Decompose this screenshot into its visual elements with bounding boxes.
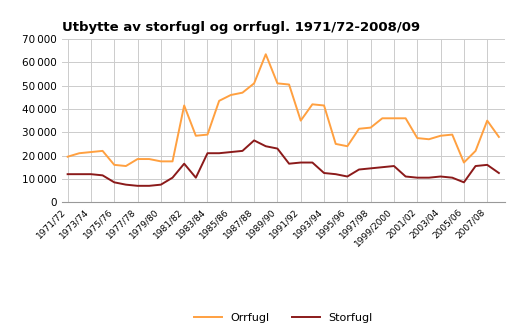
Orrfugl: [484, 119, 490, 123]
Storfugl: [414, 176, 420, 180]
Orrfugl: [496, 135, 502, 139]
Storfugl: [298, 161, 304, 165]
Orrfugl: [216, 99, 222, 103]
Orrfugl: [158, 159, 164, 163]
Storfugl: [64, 172, 71, 176]
Storfugl: [111, 180, 117, 184]
Storfugl: [123, 183, 129, 186]
Storfugl: [251, 139, 257, 142]
Orrfugl: [333, 142, 339, 146]
Orrfugl: [111, 163, 117, 167]
Storfugl: [193, 176, 199, 180]
Orrfugl: [449, 133, 455, 137]
Storfugl: [134, 184, 141, 188]
Storfugl: [263, 144, 269, 148]
Orrfugl: [461, 161, 467, 165]
Orrfugl: [263, 52, 269, 56]
Orrfugl: [379, 116, 385, 120]
Storfugl: [344, 174, 350, 178]
Orrfugl: [204, 133, 211, 137]
Orrfugl: [310, 102, 316, 106]
Orrfugl: [64, 155, 71, 159]
Orrfugl: [251, 82, 257, 85]
Legend: Orrfugl, Storfugl: Orrfugl, Storfugl: [190, 309, 377, 326]
Storfugl: [484, 163, 490, 167]
Orrfugl: [228, 93, 234, 97]
Orrfugl: [239, 91, 246, 95]
Orrfugl: [391, 116, 397, 120]
Orrfugl: [286, 82, 292, 86]
Storfugl: [99, 173, 106, 177]
Orrfugl: [403, 116, 409, 120]
Storfugl: [204, 151, 211, 155]
Orrfugl: [438, 134, 444, 138]
Storfugl: [391, 164, 397, 168]
Storfugl: [496, 171, 502, 175]
Storfugl: [368, 166, 374, 170]
Orrfugl: [99, 149, 106, 153]
Orrfugl: [123, 164, 129, 168]
Storfugl: [379, 165, 385, 169]
Storfugl: [310, 161, 316, 165]
Storfugl: [461, 180, 467, 184]
Storfugl: [169, 176, 176, 180]
Text: Utbytte av storfugl og orrfugl. 1971/72-2008/09: Utbytte av storfugl og orrfugl. 1971/72-…: [62, 21, 420, 34]
Storfugl: [426, 176, 432, 180]
Orrfugl: [274, 82, 281, 85]
Storfugl: [88, 172, 94, 176]
Orrfugl: [169, 159, 176, 163]
Storfugl: [403, 174, 409, 178]
Storfugl: [321, 171, 327, 175]
Storfugl: [286, 162, 292, 166]
Orrfugl: [146, 157, 152, 161]
Storfugl: [158, 183, 164, 186]
Line: Storfugl: Storfugl: [67, 141, 499, 186]
Storfugl: [216, 151, 222, 155]
Orrfugl: [368, 126, 374, 129]
Orrfugl: [356, 127, 362, 131]
Storfugl: [449, 176, 455, 180]
Storfugl: [472, 164, 478, 168]
Storfugl: [76, 172, 82, 176]
Orrfugl: [321, 104, 327, 108]
Orrfugl: [76, 151, 82, 155]
Orrfugl: [344, 144, 350, 148]
Orrfugl: [426, 137, 432, 141]
Storfugl: [146, 184, 152, 188]
Storfugl: [274, 147, 281, 151]
Orrfugl: [88, 150, 94, 154]
Orrfugl: [414, 136, 420, 140]
Orrfugl: [193, 134, 199, 138]
Storfugl: [356, 168, 362, 171]
Orrfugl: [472, 149, 478, 153]
Orrfugl: [134, 157, 141, 161]
Orrfugl: [298, 119, 304, 123]
Storfugl: [228, 150, 234, 154]
Storfugl: [438, 174, 444, 178]
Storfugl: [239, 149, 246, 153]
Line: Orrfugl: Orrfugl: [67, 54, 499, 166]
Storfugl: [181, 162, 187, 166]
Storfugl: [333, 172, 339, 176]
Orrfugl: [181, 104, 187, 108]
